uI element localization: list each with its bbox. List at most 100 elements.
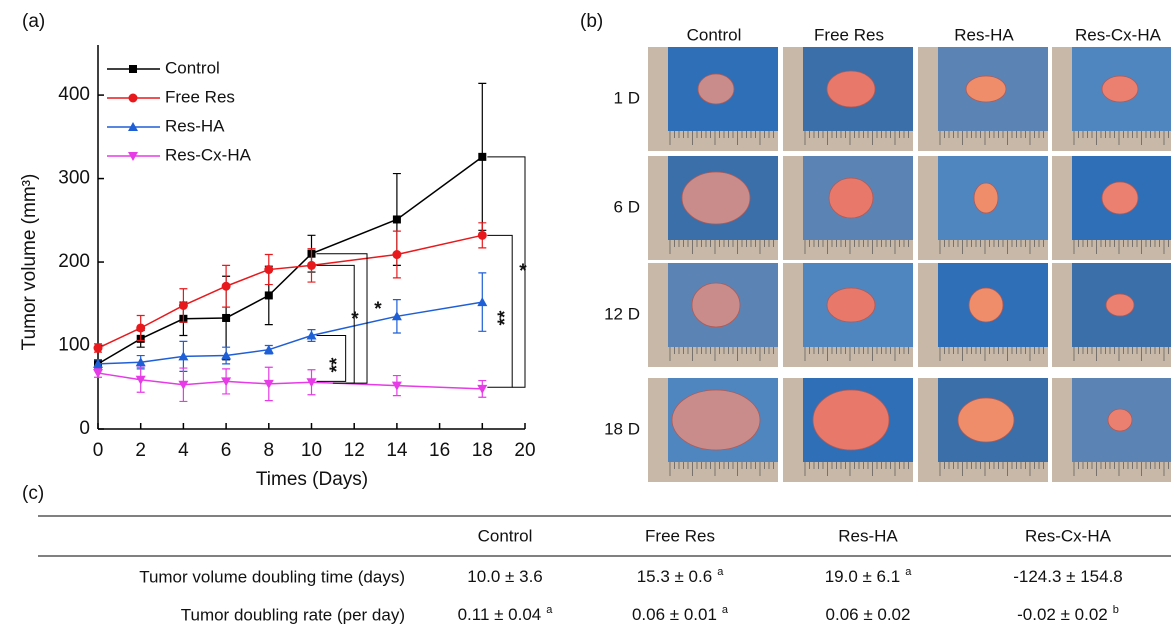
marker: [221, 281, 231, 291]
ruler: [918, 47, 938, 151]
series-line: [97, 234, 483, 349]
marker: [391, 311, 402, 321]
tumor: [697, 73, 735, 105]
tumor: [1107, 408, 1133, 432]
marker: [178, 351, 189, 361]
y-tick-label: 0: [79, 418, 90, 439]
ruler: [1052, 347, 1171, 367]
significance-bracket: [487, 234, 513, 388]
significance-star: **: [327, 357, 348, 372]
ruler: [918, 347, 1048, 367]
table-row-label: Tumor doubling rate (per day): [181, 605, 405, 624]
legend-label: Control: [165, 58, 220, 77]
marker: [128, 93, 138, 103]
y-axis-label: Tumor volume (mm³): [19, 174, 40, 351]
ruler: [918, 462, 1048, 482]
x-tick-label: 4: [178, 440, 189, 461]
cell-value: 19.0 ± 6.1: [825, 567, 901, 586]
ruler: [1052, 462, 1171, 482]
cell-superscript: b: [1113, 604, 1119, 616]
marker: [93, 369, 103, 379]
y-tick-label: 400: [58, 84, 90, 105]
photo-row-label: 12 D: [604, 304, 640, 323]
significance-bracket: [316, 335, 347, 382]
photo: [783, 156, 913, 260]
marker: [135, 357, 146, 367]
marker: [392, 250, 402, 260]
marker: [128, 152, 138, 161]
marker: [391, 381, 402, 391]
marker: [307, 260, 316, 270]
ruler: [783, 347, 913, 367]
table-cell: 0.06 ± 0.01 a: [632, 604, 729, 625]
ruler: [648, 263, 668, 367]
marker: [263, 379, 274, 389]
marker: [263, 344, 274, 354]
legend-label: Free Res: [165, 87, 235, 106]
photo: [648, 47, 778, 151]
photo: [918, 378, 1048, 482]
cell-superscript: a: [546, 604, 553, 616]
photo-column-label: Free Res: [814, 25, 884, 44]
table-cell: 19.0 ± 6.1 a: [825, 566, 913, 587]
ruler: [783, 378, 803, 482]
photo: [783, 263, 913, 367]
significance-star: **: [495, 310, 516, 325]
marker: [306, 378, 317, 388]
ruler: [783, 462, 913, 482]
cell-value: 10.0 ± 3.6: [467, 567, 543, 586]
ruler: [1052, 263, 1072, 367]
photo: [783, 47, 913, 151]
ruler: [648, 156, 668, 260]
marker: [129, 65, 137, 73]
tumor: [968, 287, 1004, 323]
panel-label: (c): [22, 483, 44, 504]
cell-value: -0.02 ± 0.02: [1017, 605, 1108, 624]
ruler: [648, 240, 778, 260]
ruler: [1052, 47, 1072, 151]
photo-column-label: Control: [687, 25, 742, 44]
ruler: [783, 47, 803, 151]
photo-column-label: Res-HA: [954, 25, 1014, 44]
marker: [477, 230, 487, 240]
tumor: [828, 177, 874, 219]
ruler: [918, 131, 1048, 151]
table-header: Free Res: [645, 526, 715, 545]
table-cell: -0.02 ± 0.02 b: [1017, 604, 1119, 625]
significance-bracket: [316, 253, 368, 384]
panel-label: (a): [22, 11, 45, 32]
ruler: [918, 378, 938, 482]
marker: [178, 380, 189, 390]
photo: [918, 263, 1048, 367]
x-tick-label: 8: [264, 440, 275, 461]
table-cell: 0.06 ± 0.02: [826, 605, 911, 624]
cell-value: 0.11 ± 0.04: [458, 605, 542, 624]
cell-value: 0.06 ± 0.01: [632, 605, 717, 624]
ruler: [648, 347, 778, 367]
series-line: [97, 156, 483, 365]
x-axis-label: Times (Days): [256, 469, 368, 490]
marker: [178, 300, 188, 310]
ruler: [918, 240, 1048, 260]
ruler: [783, 240, 913, 260]
x-tick-label: 6: [221, 440, 232, 461]
tumor: [973, 182, 999, 214]
photo: [648, 263, 778, 367]
marker: [136, 323, 146, 333]
table-header: Res-HA: [838, 526, 898, 545]
ruler: [783, 263, 803, 367]
table-cell: 15.3 ± 0.6 a: [637, 566, 725, 587]
tumor: [691, 282, 741, 328]
significance-star: *: [351, 309, 359, 330]
marker: [306, 330, 317, 340]
ruler: [648, 131, 778, 151]
x-tick-label: 2: [135, 440, 146, 461]
ruler: [918, 263, 938, 367]
photo: [918, 47, 1048, 151]
ruler: [648, 378, 668, 482]
table-cell: -124.3 ± 154.8: [1013, 567, 1123, 586]
tumor: [1101, 75, 1139, 103]
photo: [648, 378, 778, 482]
significance-bracket: [487, 156, 526, 388]
photo-row-label: 18 D: [604, 419, 640, 438]
